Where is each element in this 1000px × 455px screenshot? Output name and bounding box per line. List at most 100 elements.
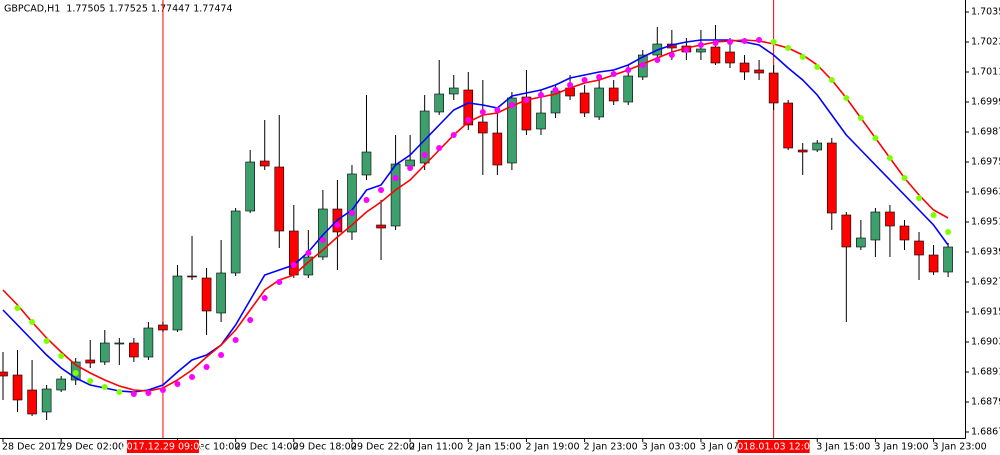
- candle-body: [99, 342, 110, 363]
- y-tick-label: 1.69630: [971, 187, 1000, 198]
- sar-dot: [174, 381, 181, 387]
- sar-dot: [378, 187, 385, 193]
- candle-body: [259, 160, 270, 167]
- sar-dot: [407, 165, 414, 171]
- sar-dot: [508, 102, 515, 108]
- sar-dot: [901, 175, 908, 181]
- sar-dot: [668, 52, 675, 58]
- candle-body: [347, 173, 357, 233]
- candle-body: [12, 374, 23, 401]
- y-tick-label: 1.69750: [971, 157, 1000, 168]
- sar-dot: [945, 229, 952, 235]
- sar-dot: [799, 54, 806, 60]
- candle-body: [85, 359, 96, 364]
- sar-dot: [218, 352, 225, 358]
- candle-body: [318, 208, 328, 258]
- candle-body: [826, 142, 837, 214]
- sar-dot: [828, 77, 835, 83]
- sar-dot: [189, 374, 196, 380]
- candle-body: [56, 378, 66, 391]
- y-tick-label: 1.69150: [971, 307, 1000, 318]
- sar-dot: [872, 135, 879, 141]
- candle-body: [768, 72, 779, 104]
- candle-body: [608, 87, 619, 102]
- x-tick-label: 2 Jan 11:00: [409, 442, 463, 453]
- y-tick-label: 1.69030: [971, 337, 1000, 348]
- sar-dot: [770, 39, 777, 45]
- candle-body: [914, 240, 924, 256]
- sar-dot: [334, 222, 341, 228]
- sar-dot: [727, 39, 733, 45]
- candle-body: [172, 275, 183, 331]
- sar-dot: [537, 92, 544, 98]
- x-tick-label: 3 Jan 19:00: [874, 442, 928, 453]
- sar-dot: [494, 107, 501, 113]
- sar-dot: [261, 295, 268, 301]
- x-tick-label: 29 Dec 02:00: [60, 442, 124, 453]
- candle-body: [434, 93, 445, 113]
- y-tick-label: 1.68790: [971, 397, 1000, 408]
- sar-dot: [145, 390, 152, 396]
- candle-body: [870, 211, 881, 241]
- sar-dot: [348, 210, 355, 216]
- candle-body: [739, 62, 750, 73]
- candle-body: [943, 246, 953, 273]
- candle-body: [536, 112, 546, 130]
- x-tick-label: 3 Jan 23:00: [933, 442, 987, 453]
- candle-body: [928, 254, 939, 273]
- candle-body: [0, 371, 8, 377]
- candle-body: [463, 89, 474, 126]
- candle-body: [143, 327, 154, 358]
- x-tick-label: 28 Dec 2017: [2, 442, 63, 453]
- candle-body: [390, 163, 401, 227]
- sar-dot: [741, 38, 748, 44]
- candle-body: [492, 132, 503, 166]
- candle-body: [507, 97, 517, 164]
- candle-body: [579, 92, 590, 114]
- sar-dot: [916, 195, 923, 201]
- sar-dot: [203, 364, 210, 370]
- sar-dot: [319, 237, 326, 243]
- sar-dot: [886, 155, 893, 161]
- sar-dot: [276, 279, 283, 285]
- sar-dot: [421, 152, 428, 158]
- candle-body: [797, 149, 808, 153]
- x-tick-label: 3 Jan 07:00: [700, 442, 754, 453]
- candle-body: [129, 342, 139, 358]
- x-tick-label: 3 Jan 15:00: [816, 442, 870, 453]
- chart-title: GBPCAD,H1 1.77505 1.77525 1.77447 1.7747…: [4, 4, 233, 15]
- candle-body: [201, 277, 212, 312]
- sar-dot: [654, 57, 661, 63]
- x-tick-label: 29 Dec 22:00: [351, 442, 415, 453]
- sar-dot: [436, 145, 443, 151]
- sar-dot: [610, 71, 617, 77]
- sar-dot: [843, 95, 850, 101]
- sar-dot: [450, 132, 457, 138]
- sar-dot: [465, 117, 472, 123]
- sar-dot: [159, 387, 166, 393]
- y-tick-label: 1.69870: [971, 127, 1000, 138]
- sar-dot: [43, 338, 50, 344]
- y-tick-label: 1.69390: [971, 247, 1000, 258]
- sar-dot: [814, 64, 821, 70]
- candle-body: [274, 166, 285, 232]
- ma-line: [2, 39, 949, 393]
- candle-body: [478, 121, 488, 134]
- candle-body: [710, 46, 721, 64]
- y-tick-label: 1.70230: [971, 37, 1000, 48]
- sar-dot: [101, 384, 108, 390]
- sar-dot: [712, 40, 719, 46]
- x-tick-label: 2 Jan 15:00: [467, 442, 521, 453]
- candle-body: [114, 342, 125, 345]
- candle-body: [361, 151, 372, 176]
- sar-dot: [87, 378, 94, 384]
- marker-label-bg: [126, 440, 199, 453]
- sar-dot: [625, 67, 632, 73]
- sar-dot: [29, 319, 36, 325]
- x-tick-label: 2 Jan 19:00: [525, 442, 579, 453]
- sar-dot: [116, 389, 123, 395]
- sar-dot: [72, 370, 79, 376]
- sar-dot: [930, 212, 937, 218]
- x-tick-label: 29 Dec 14:00: [235, 442, 299, 453]
- candle-body: [158, 324, 168, 331]
